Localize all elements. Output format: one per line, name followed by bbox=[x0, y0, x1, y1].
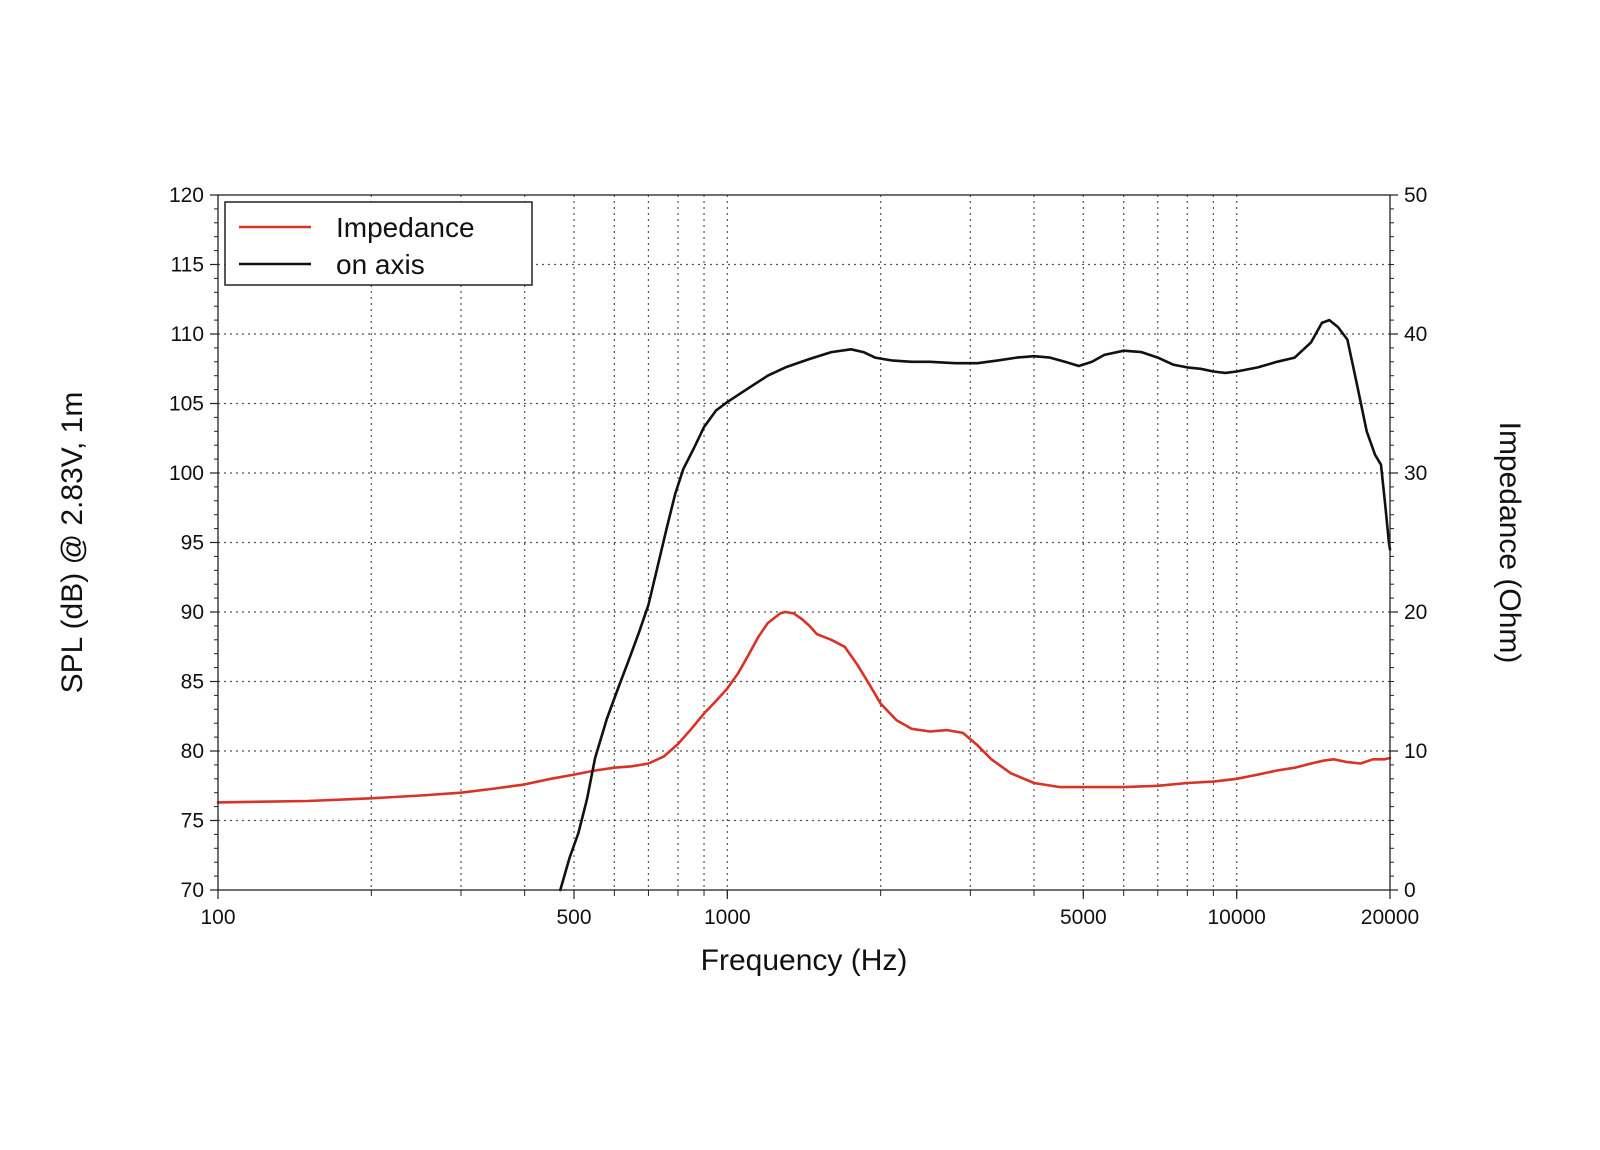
legend-label-impedance: Impedance bbox=[336, 212, 475, 243]
series-lines bbox=[216, 318, 1392, 892]
y-tick-label: 115 bbox=[171, 254, 204, 277]
series-line-on-axis bbox=[559, 318, 1392, 892]
y-tick-label: 110 bbox=[171, 323, 204, 346]
tick-labels: 70 75 80 85 90 95 100 105 110 115 120 0 10 20 30 40 50 10… bbox=[169, 184, 1427, 929]
legend-label-on-axis: on axis bbox=[336, 249, 425, 280]
x-tick-label: 5000 bbox=[1060, 906, 1107, 929]
grid bbox=[218, 195, 1390, 890]
x-tick-label: 1000 bbox=[704, 906, 751, 929]
y-tick-label: 90 bbox=[181, 601, 204, 624]
y2-tick-label: 20 bbox=[1404, 601, 1427, 624]
y2-axis-title: Impedance (Ohm) bbox=[1493, 422, 1526, 664]
series-line-impedance bbox=[216, 610, 1392, 804]
y-tick-label: 95 bbox=[181, 532, 204, 555]
y-tick-label: 85 bbox=[181, 671, 204, 694]
axis-ticks bbox=[210, 194, 1398, 899]
y2-tick-label: 0 bbox=[1404, 879, 1416, 902]
y-tick-label: 105 bbox=[169, 393, 204, 416]
y2-tick-label: 50 bbox=[1404, 184, 1427, 207]
y-tick-label: 70 bbox=[181, 879, 204, 902]
y-tick-label: 120 bbox=[169, 184, 204, 207]
legend: Impedance on axis bbox=[224, 201, 533, 286]
x-tick-label: 20000 bbox=[1361, 906, 1419, 929]
x-tick-label: 500 bbox=[556, 906, 591, 929]
y-tick-label: 100 bbox=[169, 462, 204, 485]
x-tick-label: 10000 bbox=[1207, 906, 1265, 929]
y2-tick-label: 10 bbox=[1404, 740, 1427, 763]
plot-frame bbox=[217, 194, 1391, 891]
y2-tick-label: 40 bbox=[1404, 323, 1427, 346]
y-tick-label: 75 bbox=[181, 810, 204, 833]
y-axis-title: SPL (dB) @ 2.83V, 1m bbox=[56, 392, 89, 694]
y-tick-label: 80 bbox=[181, 740, 204, 763]
y2-tick-label: 30 bbox=[1404, 462, 1427, 485]
legend-box bbox=[224, 201, 533, 286]
x-tick-label: 100 bbox=[200, 906, 235, 929]
x-axis-title: Frequency (Hz) bbox=[701, 944, 908, 977]
